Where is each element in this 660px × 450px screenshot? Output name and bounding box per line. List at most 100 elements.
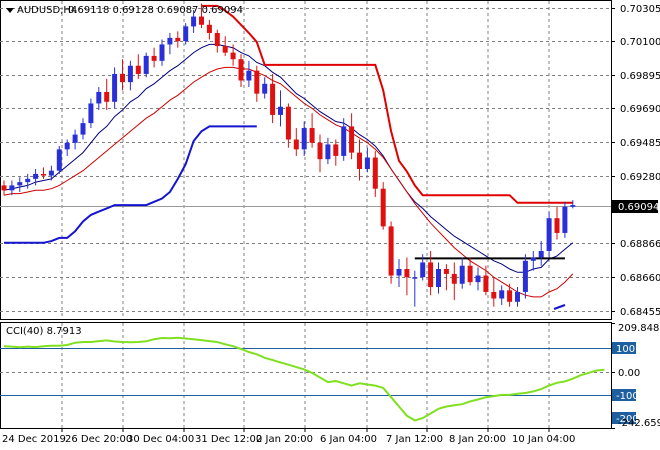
candle-body[interactable] (278, 106, 283, 115)
candle-body[interactable] (135, 65, 141, 74)
candle-body[interactable] (56, 149, 62, 171)
candle-body[interactable] (483, 275, 489, 292)
candle-body[interactable] (325, 144, 331, 160)
candle-body[interactable] (317, 142, 323, 160)
cci-curve (3, 336, 605, 422)
candle-body[interactable] (48, 170, 54, 176)
candle-body[interactable] (151, 55, 157, 61)
candle-body[interactable] (72, 134, 78, 143)
candle-body[interactable] (515, 291, 520, 302)
candle-body[interactable] (104, 91, 110, 102)
candle-body[interactable] (364, 157, 370, 170)
ohlc-values: 0.69118 0.69128 0.69087 0.69094 (68, 5, 243, 16)
candle-body[interactable] (175, 37, 181, 42)
cci-tick-label: -100 (616, 391, 639, 402)
symbol-header: AUDUSD,H4 0.69118 0.69128 0.69087 0.6909… (6, 5, 243, 16)
candle-body[interactable] (546, 218, 552, 251)
candle-body[interactable] (254, 70, 260, 94)
candle-body[interactable] (428, 262, 434, 288)
candle-body[interactable] (436, 269, 441, 288)
candle-body[interactable] (25, 178, 31, 183)
candle-body[interactable] (554, 218, 560, 233)
candle-body[interactable] (183, 26, 189, 42)
candle-body[interactable] (357, 152, 362, 170)
time-tick-label: 6 Jan 04:00 (320, 434, 377, 445)
candle-body[interactable] (309, 128, 315, 143)
price-tick-label: 0.69690 (620, 104, 660, 115)
candle-body[interactable] (143, 55, 149, 74)
candle-body[interactable] (246, 70, 252, 81)
time-tick-label: 2 Jan 20:00 (256, 434, 313, 445)
candle-body[interactable] (293, 139, 299, 150)
candle-body[interactable] (562, 206, 568, 233)
candle-body[interactable] (372, 157, 378, 189)
candle-body[interactable] (404, 269, 410, 278)
candle-body[interactable] (80, 123, 86, 135)
candle-body[interactable] (127, 65, 133, 83)
candle-body[interactable] (17, 182, 23, 186)
candle-body[interactable] (64, 142, 70, 150)
price-axis: 0.70305 0.70100 0.69895 0.69690 0.69485 0.692… (611, 4, 660, 318)
candle-body[interactable] (120, 73, 125, 83)
candle-body[interactable] (443, 269, 449, 274)
candle-body[interactable] (420, 262, 426, 278)
candle-body[interactable] (33, 173, 39, 179)
candle-body[interactable] (530, 257, 536, 261)
current-price-label: 0.69094 (618, 202, 659, 213)
time-tick-label: 7 Jan 12:00 (386, 434, 443, 445)
cci-level-box (612, 342, 636, 354)
candle-body[interactable] (475, 275, 481, 283)
candle-body[interactable] (349, 126, 355, 153)
symbol-timeframe: AUDUSD,H4 (17, 5, 77, 16)
candle-body[interactable] (459, 265, 465, 284)
cci-tick-label: -200 (616, 414, 639, 425)
price-tick-label: 0.68455 (620, 307, 660, 318)
candle-body[interactable] (341, 126, 347, 156)
candle-body[interactable] (451, 273, 457, 284)
candle-body[interactable] (412, 277, 418, 279)
candle-body[interactable] (270, 83, 276, 115)
candle-body[interactable] (285, 106, 291, 140)
candle-body[interactable] (214, 32, 220, 47)
candle-body[interactable] (191, 16, 197, 27)
upper-band-line (201, 4, 573, 204)
candle-body[interactable] (9, 185, 15, 191)
candle-body[interactable] (333, 144, 339, 156)
candle-body[interactable] (301, 128, 307, 150)
candle-body[interactable] (230, 52, 236, 60)
candle-body[interactable] (262, 83, 268, 94)
candle-body[interactable] (88, 103, 94, 124)
candle-body[interactable] (388, 226, 394, 276)
triangle-down-icon (6, 8, 14, 13)
candle-body[interactable] (507, 290, 513, 302)
candle-body[interactable] (112, 73, 118, 102)
price-tick-label: 0.69895 (620, 71, 660, 82)
candle-body[interactable] (167, 37, 173, 45)
candle-body[interactable] (199, 16, 204, 25)
price-tick-label: 0.70305 (620, 4, 660, 15)
candle-body[interactable] (538, 250, 544, 258)
candle-body[interactable] (499, 290, 505, 299)
slow-ma-line (3, 66, 574, 298)
grid (0, 1, 611, 428)
candle-body[interactable] (206, 24, 212, 33)
time-tick-label: 24 Dec 2019 (2, 434, 66, 445)
candle-body[interactable] (467, 265, 473, 283)
candle-body[interactable] (238, 59, 244, 81)
candle-body[interactable] (222, 46, 228, 53)
candles[interactable] (1, 3, 576, 307)
candle-body[interactable] (396, 269, 402, 276)
candle-body[interactable] (1, 185, 7, 191)
candle-body[interactable] (570, 205, 576, 207)
main-panel-frame (0, 0, 612, 320)
candle-body[interactable] (380, 188, 386, 227)
candle-body[interactable] (522, 260, 528, 292)
candle-body[interactable] (159, 44, 165, 61)
candle-body[interactable] (41, 173, 46, 176)
price-tick-label: 0.69485 (620, 138, 660, 149)
candle-body[interactable] (96, 91, 102, 104)
candle-body[interactable] (491, 291, 497, 299)
cci-level-box (612, 389, 636, 401)
price-tick-label: 0.69280 (620, 172, 660, 183)
